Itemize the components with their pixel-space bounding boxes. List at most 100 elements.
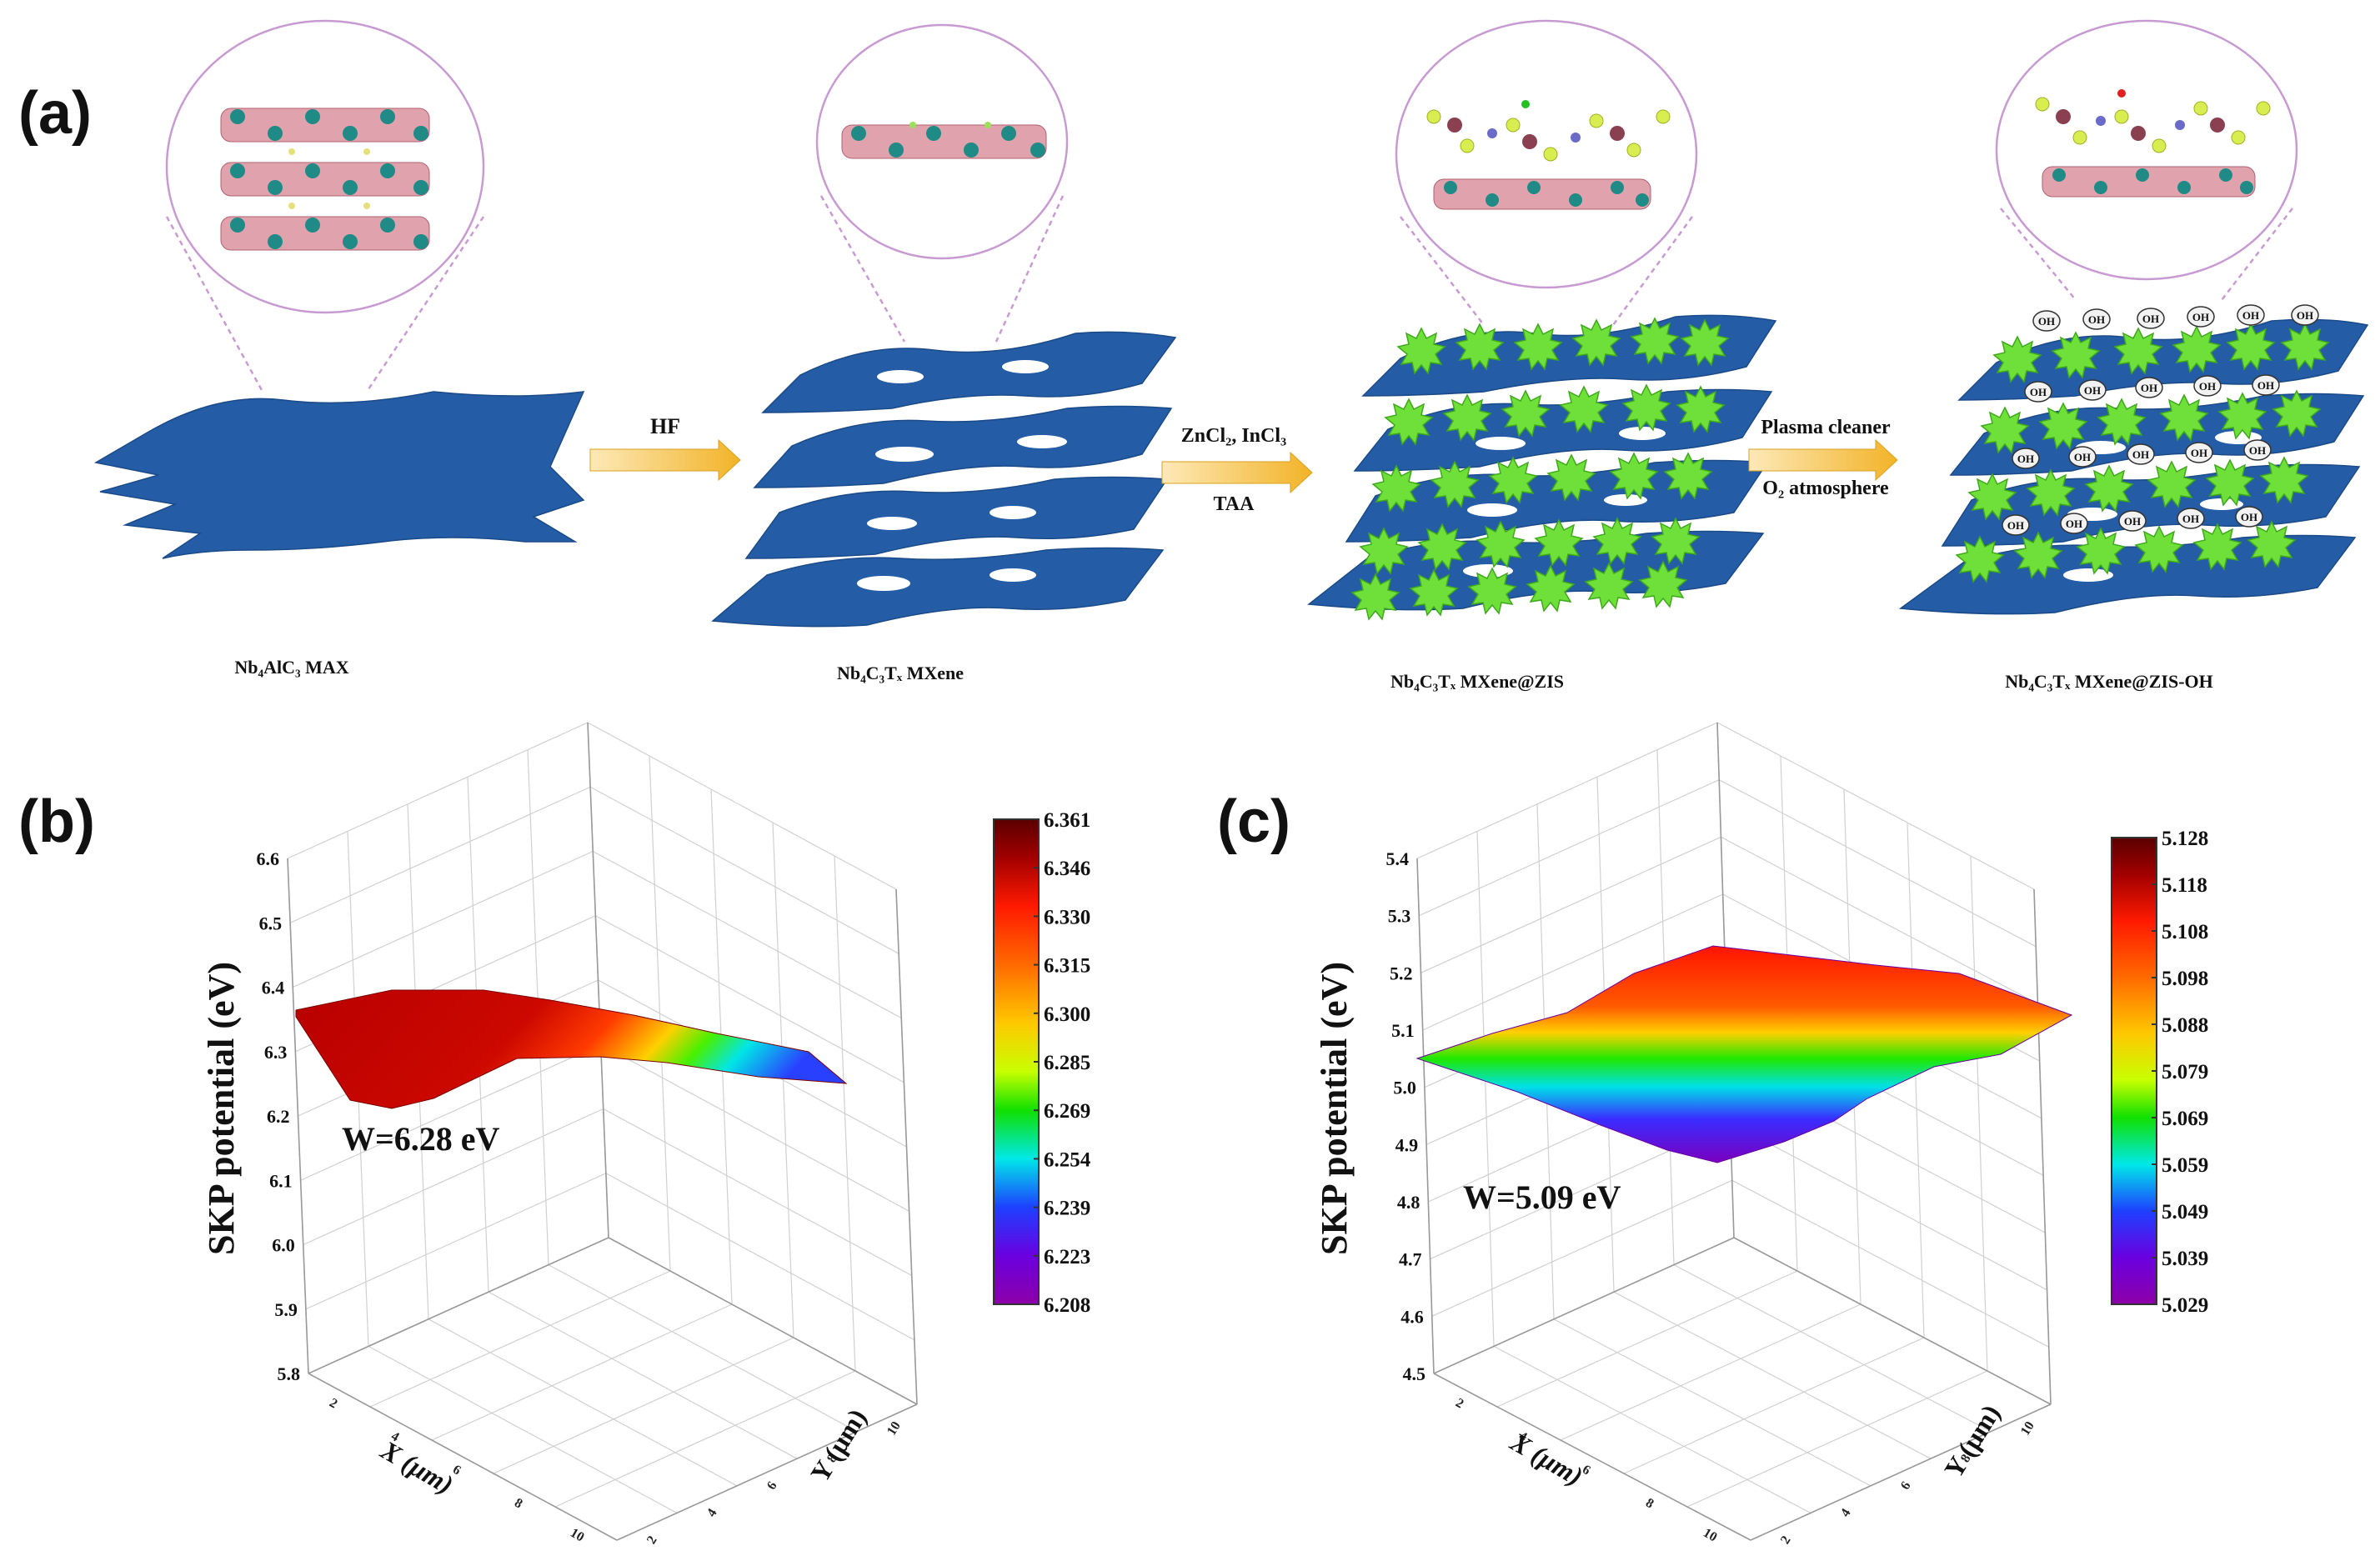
colorbar-tick-label: 5.088 xyxy=(2162,1014,2208,1037)
arrow-zis-bottom: TAA xyxy=(1214,493,1255,515)
oh-group: OH xyxy=(2187,306,2215,328)
oh-group: OH xyxy=(2237,304,2265,326)
z-tick-label: 5.3 xyxy=(1388,906,1411,927)
oh-label: OH xyxy=(2182,513,2199,525)
colorbar-tick-label: 5.108 xyxy=(2162,921,2208,943)
z-tick-label: 6.6 xyxy=(257,848,280,869)
gridline xyxy=(1731,1179,2050,1348)
gridline xyxy=(1553,1318,1871,1487)
x-tick-label: 2 xyxy=(327,1396,339,1412)
axis-line xyxy=(287,858,309,1374)
arrow-hf: HF xyxy=(589,414,741,482)
colorbar-tick-label: 5.049 xyxy=(2162,1201,2208,1223)
structure-max xyxy=(220,108,430,251)
z-tick-label: 6.0 xyxy=(272,1235,295,1256)
gridline xyxy=(1416,722,1718,859)
gridline xyxy=(605,1173,915,1341)
gridline xyxy=(1970,855,1988,1372)
oh-group: OH xyxy=(2135,377,2163,398)
arrow-plasma-bottom: O₂ atmosphere xyxy=(1762,478,1889,499)
z-tick-label: 5.9 xyxy=(274,1299,298,1320)
axis-line xyxy=(895,888,918,1405)
axis-line xyxy=(2033,888,2052,1405)
oh-label: OH xyxy=(2191,447,2207,459)
z-tick-label: 5.8 xyxy=(278,1363,301,1384)
stage-label-zis-oh: Nb₄C₃Tₓ MXene@ZIS-OH xyxy=(2005,671,2213,692)
arrow-hf-top: HF xyxy=(650,414,680,438)
gridline xyxy=(488,1291,798,1459)
oh-label: OH xyxy=(2242,309,2259,322)
gridline xyxy=(493,1337,794,1474)
gridline xyxy=(1907,822,1925,1338)
gridline xyxy=(1422,893,1723,1031)
y-tick-label: 4 xyxy=(1838,1506,1854,1519)
colorbar-tick-label: 5.098 xyxy=(2162,968,2208,990)
gridline xyxy=(428,1318,738,1487)
oh-label: OH xyxy=(2192,311,2209,323)
axis-line xyxy=(587,722,609,1238)
zoom-circle-zis xyxy=(1395,19,1698,289)
x-tick-label: 10 xyxy=(568,1526,586,1545)
oh-label: OH xyxy=(2241,511,2257,523)
zoom-circles xyxy=(165,19,2298,393)
axis-line xyxy=(1416,858,1435,1374)
surface-b xyxy=(295,989,848,1109)
oh-group: OH xyxy=(2127,443,2155,465)
colorbar-tick-label: 5.029 xyxy=(2162,1294,2208,1317)
oh-group: OH xyxy=(2060,513,2088,534)
gridline xyxy=(369,1270,671,1408)
axis-line xyxy=(1433,1237,1735,1374)
oh-label: OH xyxy=(2142,313,2159,325)
colorbar-tick-label: 5.039 xyxy=(2162,1248,2208,1270)
gridline xyxy=(303,1108,604,1246)
gridline xyxy=(589,786,899,954)
y-tick-label: 2 xyxy=(644,1533,660,1547)
oh-label: OH xyxy=(2088,313,2105,326)
oh-label: OH xyxy=(2297,309,2313,322)
arrow-plasma-top: Plasma cleaner xyxy=(1761,417,1891,438)
gridline xyxy=(603,1108,913,1277)
chart-c-ylabel: Y (μm) xyxy=(1938,1399,2006,1483)
oh-label: OH xyxy=(2007,519,2024,532)
axis-line xyxy=(608,1237,918,1405)
x-tick-label: 8 xyxy=(512,1496,524,1512)
gridline xyxy=(431,1303,733,1441)
y-tick-label: 4 xyxy=(704,1506,720,1519)
chart-b-zlabel: SKP potential (eV) xyxy=(201,962,242,1255)
oh-group: OH xyxy=(2193,375,2222,397)
oh-group: OH xyxy=(2078,379,2107,401)
oh-group: OH xyxy=(2012,448,2040,469)
zoom-circle-max xyxy=(165,19,485,314)
colorbar-tick-label: 6.239 xyxy=(1044,1198,1090,1220)
x-tick-label: 2 xyxy=(1453,1396,1466,1412)
sheet-max xyxy=(93,391,585,559)
colorbar-tick-label: 6.208 xyxy=(1044,1294,1090,1317)
colorbar-tick-label: 6.346 xyxy=(1044,858,1090,880)
colorbar-tick-label: 6.254 xyxy=(1044,1148,1091,1171)
gridline xyxy=(1431,1179,1733,1317)
gridline xyxy=(1673,1264,1992,1433)
z-tick-label: 4.7 xyxy=(1399,1249,1422,1270)
axis-line xyxy=(1750,1403,2052,1541)
oh-groups: OH OH OH OH OH OH OH OH OH OH OH OH OH OH OH OH OH OH OH OH… xyxy=(2002,304,2319,536)
panel-a: (a) xyxy=(18,19,2369,692)
zoom-circle-mxene xyxy=(815,23,1069,260)
oh-label: OH xyxy=(2124,515,2141,528)
z-tick-label: 6.2 xyxy=(267,1106,290,1127)
sheet-zis-oh: OH OH OH OH OH OH OH OH OH OH OH OH OH OH OH OH OH OH OH OH… xyxy=(1898,304,2369,615)
gridline xyxy=(834,855,856,1372)
gridline xyxy=(1730,1123,2047,1291)
axis-line xyxy=(308,1373,618,1541)
gridline xyxy=(1493,1345,1811,1513)
colorbar-tick-label: 6.269 xyxy=(1044,1100,1090,1123)
z-tick-label: 4.5 xyxy=(1403,1363,1426,1384)
z-tick-label: 5.1 xyxy=(1391,1020,1415,1041)
structure-zis xyxy=(1426,100,1671,210)
chart-c-annotation: W=5.09 eV xyxy=(1463,1178,1621,1216)
oh-label: OH xyxy=(2199,380,2216,393)
gridline xyxy=(595,915,904,1083)
colorbar-b: 6.361 6.346 6.330 6.315 6.300 6.285 6.269 6.254… xyxy=(993,809,1091,1317)
panel-a-label: (a) xyxy=(18,80,92,147)
chart-c-xlabel: X (μm) xyxy=(1505,1426,1588,1491)
chart-b-xlabel: X (μm) xyxy=(375,1434,458,1499)
